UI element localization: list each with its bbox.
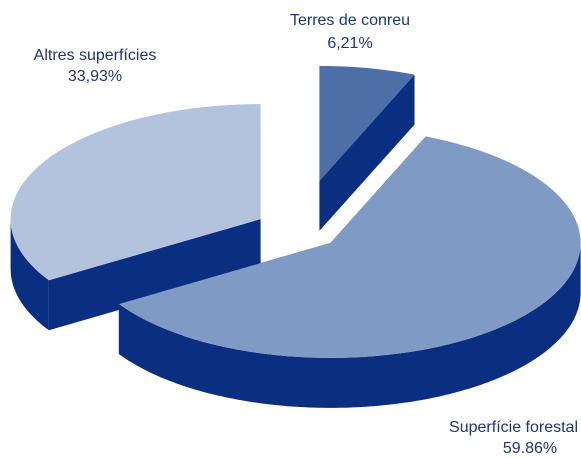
slice [10, 104, 261, 281]
slice-value-label: 33,93% [68, 68, 122, 85]
slice-label: Altres superfícies [34, 47, 157, 64]
slice-side [48, 219, 261, 331]
slice-side [319, 74, 415, 231]
slice-side [10, 219, 49, 331]
slice [319, 65, 415, 181]
slice-value-label: 59.86% [503, 440, 557, 457]
slice-label: Terres de conreu [290, 12, 410, 29]
slice-side [118, 242, 581, 408]
slice [118, 136, 581, 358]
slice-label: Superfície forestal [449, 419, 578, 436]
slice-value-label: 6,21% [327, 35, 372, 52]
